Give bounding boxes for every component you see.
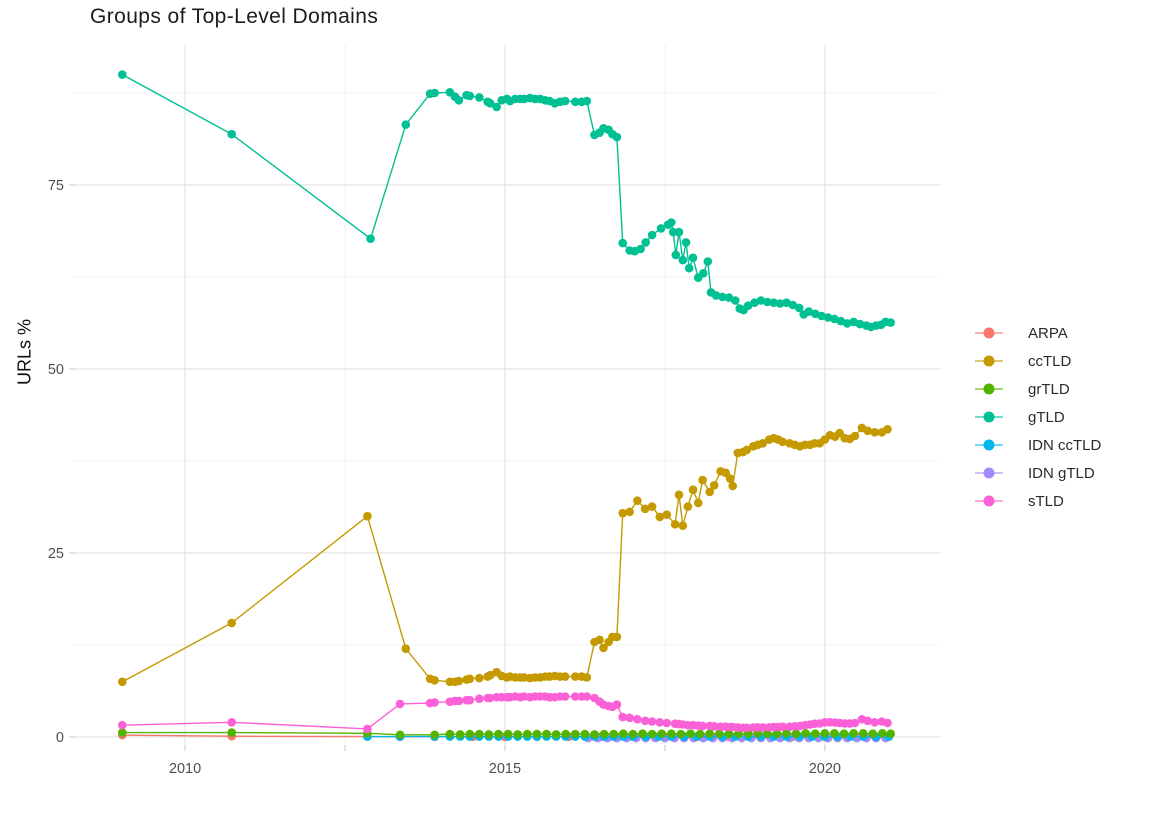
legend-label: grTLD xyxy=(1028,380,1070,398)
legend-key-icon xyxy=(975,465,1003,481)
svg-text:25: 25 xyxy=(48,546,64,562)
legend-key-icon xyxy=(975,409,1003,425)
legend-key-icon xyxy=(975,493,1003,509)
legend-key-icon xyxy=(975,437,1003,453)
legend-key-icon xyxy=(975,325,1003,341)
legend-item-idn-gtld: IDN gTLD xyxy=(975,459,1101,487)
legend-label: gTLD xyxy=(1028,408,1065,426)
legend-label: ARPA xyxy=(1028,324,1068,342)
svg-text:2015: 2015 xyxy=(489,761,521,777)
svg-text:0: 0 xyxy=(56,730,64,746)
svg-text:2010: 2010 xyxy=(169,761,201,777)
chart-title: Groups of Top-Level Domains xyxy=(90,5,379,28)
legend-item-gtld: gTLD xyxy=(975,403,1101,431)
svg-text:2020: 2020 xyxy=(809,761,841,777)
legend-item-arpa: ARPA xyxy=(975,319,1101,347)
legend-key-icon xyxy=(975,381,1003,397)
legend-item-idn-cctld: IDN ccTLD xyxy=(975,431,1101,459)
svg-text:75: 75 xyxy=(48,178,64,194)
y-axis-title: URLs % xyxy=(14,318,35,386)
legend-label: IDN gTLD xyxy=(1028,464,1095,482)
legend-label: ccTLD xyxy=(1028,352,1072,370)
legend-item-stld: sTLD xyxy=(975,487,1101,515)
legend-label: sTLD xyxy=(1028,492,1064,510)
legend-label: IDN ccTLD xyxy=(1028,436,1102,454)
svg-text:50: 50 xyxy=(48,362,64,378)
legend-key-icon xyxy=(975,353,1003,369)
legend: ARPA ccTLD grTLD gTLD IDN ccTLD IDN gTLD… xyxy=(975,319,1101,515)
legend-item-grtld: grTLD xyxy=(975,375,1101,403)
legend-item-cctld: ccTLD xyxy=(975,347,1101,375)
